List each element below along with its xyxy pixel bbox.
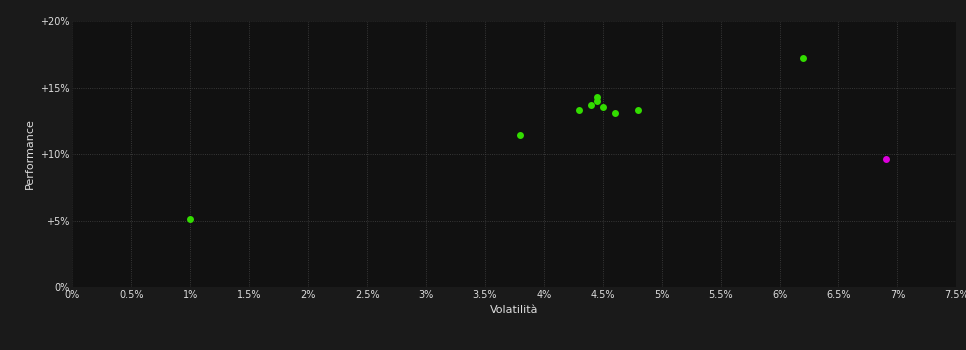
Point xyxy=(795,55,810,61)
Point xyxy=(631,107,646,113)
X-axis label: Volatilità: Volatilità xyxy=(490,305,539,315)
Point xyxy=(572,107,587,113)
Point xyxy=(878,156,894,162)
Point xyxy=(607,110,622,116)
Point xyxy=(589,98,605,104)
Point xyxy=(183,216,198,222)
Point xyxy=(589,94,605,100)
Point xyxy=(595,105,611,110)
Point xyxy=(583,102,599,107)
Y-axis label: Performance: Performance xyxy=(24,119,35,189)
Point xyxy=(513,133,528,138)
